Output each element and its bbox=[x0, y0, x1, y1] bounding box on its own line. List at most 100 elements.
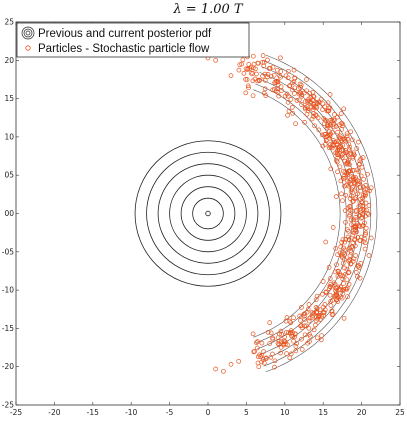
y-tick-label: 25 bbox=[4, 18, 14, 27]
particle-point bbox=[313, 305, 319, 310]
particle-point bbox=[340, 291, 346, 296]
particle-point bbox=[272, 358, 278, 364]
particle-point bbox=[268, 330, 274, 336]
particle-point bbox=[340, 121, 345, 127]
particle-point bbox=[340, 273, 346, 279]
x-tick-label: -5 bbox=[166, 408, 174, 417]
particle-point bbox=[344, 277, 350, 283]
particle-point bbox=[342, 239, 348, 245]
particle-point bbox=[270, 335, 275, 341]
particle-point bbox=[349, 208, 355, 214]
particle-point bbox=[356, 179, 362, 184]
particle-point bbox=[259, 340, 265, 346]
particle-point bbox=[292, 331, 298, 337]
particle-point bbox=[306, 318, 312, 324]
particle-point bbox=[345, 294, 350, 300]
particle-point bbox=[339, 120, 344, 126]
particle-point bbox=[339, 138, 344, 143]
particle-point bbox=[330, 311, 336, 317]
particle-point bbox=[354, 185, 360, 191]
particle-point bbox=[267, 65, 273, 71]
particle-point bbox=[314, 293, 320, 299]
particle-point bbox=[323, 290, 329, 295]
particle-point bbox=[272, 80, 278, 85]
particle-point bbox=[314, 335, 320, 341]
particle-point bbox=[331, 117, 336, 123]
particle-point bbox=[263, 93, 269, 98]
particle-point bbox=[250, 53, 256, 59]
particle-point bbox=[304, 77, 309, 82]
particle-point bbox=[334, 150, 340, 156]
particle-point bbox=[361, 176, 367, 182]
legend-label-posterior: Previous and current posterior pdf bbox=[38, 28, 212, 40]
particle-point bbox=[270, 64, 276, 70]
posterior-contour bbox=[180, 186, 236, 241]
x-tick-label: 10 bbox=[280, 408, 290, 417]
particle-point bbox=[245, 83, 251, 89]
particle-point bbox=[335, 145, 341, 151]
particle-point bbox=[344, 150, 350, 155]
particle-point bbox=[363, 225, 369, 231]
particle-point bbox=[326, 145, 332, 151]
particle-point bbox=[342, 265, 347, 271]
particle-point bbox=[335, 155, 340, 161]
particle-point bbox=[276, 93, 282, 99]
particle-point bbox=[353, 215, 359, 220]
particle-point bbox=[338, 178, 344, 184]
particle-point bbox=[322, 307, 328, 313]
particle-point bbox=[316, 99, 322, 105]
particle-point bbox=[260, 73, 265, 79]
particle-point bbox=[313, 322, 318, 328]
particle-point bbox=[301, 90, 307, 96]
particle-point bbox=[346, 168, 351, 174]
particle-point bbox=[345, 136, 351, 142]
particle-point bbox=[299, 325, 305, 331]
particle-point bbox=[306, 325, 312, 331]
posterior-contour bbox=[169, 174, 247, 253]
particle-point bbox=[341, 173, 347, 179]
particle-point bbox=[350, 199, 356, 204]
legend-box bbox=[16, 22, 250, 58]
particle-point bbox=[363, 200, 369, 206]
particle-point bbox=[349, 244, 355, 249]
particle-point bbox=[251, 61, 257, 67]
particle-point bbox=[237, 62, 243, 68]
particle-point bbox=[350, 176, 356, 181]
particle-point bbox=[309, 310, 315, 315]
particle-point bbox=[323, 239, 329, 245]
particle-point bbox=[262, 78, 268, 83]
particle-point bbox=[341, 106, 347, 112]
particle-point bbox=[283, 73, 289, 79]
particle-point bbox=[278, 55, 283, 61]
particle-point bbox=[339, 155, 345, 160]
particle-point bbox=[329, 308, 335, 314]
particle-point bbox=[365, 171, 370, 177]
particle-point bbox=[346, 213, 352, 219]
particle-point bbox=[346, 141, 352, 147]
posterior-contour bbox=[205, 210, 211, 217]
particle-point bbox=[361, 207, 367, 213]
particle-point bbox=[277, 73, 282, 79]
particle-point bbox=[323, 289, 329, 295]
particle-point bbox=[358, 156, 364, 162]
particle-point bbox=[362, 240, 368, 246]
particle-point bbox=[301, 313, 307, 319]
particle-point bbox=[321, 313, 327, 318]
particle-point bbox=[316, 314, 321, 320]
particle-point bbox=[357, 275, 363, 281]
particle-point bbox=[333, 194, 339, 199]
particle-point bbox=[350, 154, 356, 160]
particle-point bbox=[261, 349, 266, 354]
particle-point bbox=[328, 303, 334, 308]
particle-point bbox=[337, 133, 343, 139]
x-tick-label: -10 bbox=[125, 408, 137, 417]
particle-point bbox=[288, 97, 294, 102]
particle-point bbox=[337, 147, 343, 153]
particle-point bbox=[321, 116, 327, 121]
particle-point bbox=[257, 78, 262, 83]
particle-point bbox=[228, 73, 234, 78]
particle-point bbox=[322, 117, 328, 123]
particle-point bbox=[239, 61, 245, 67]
x-tick-label: 20 bbox=[357, 408, 367, 417]
